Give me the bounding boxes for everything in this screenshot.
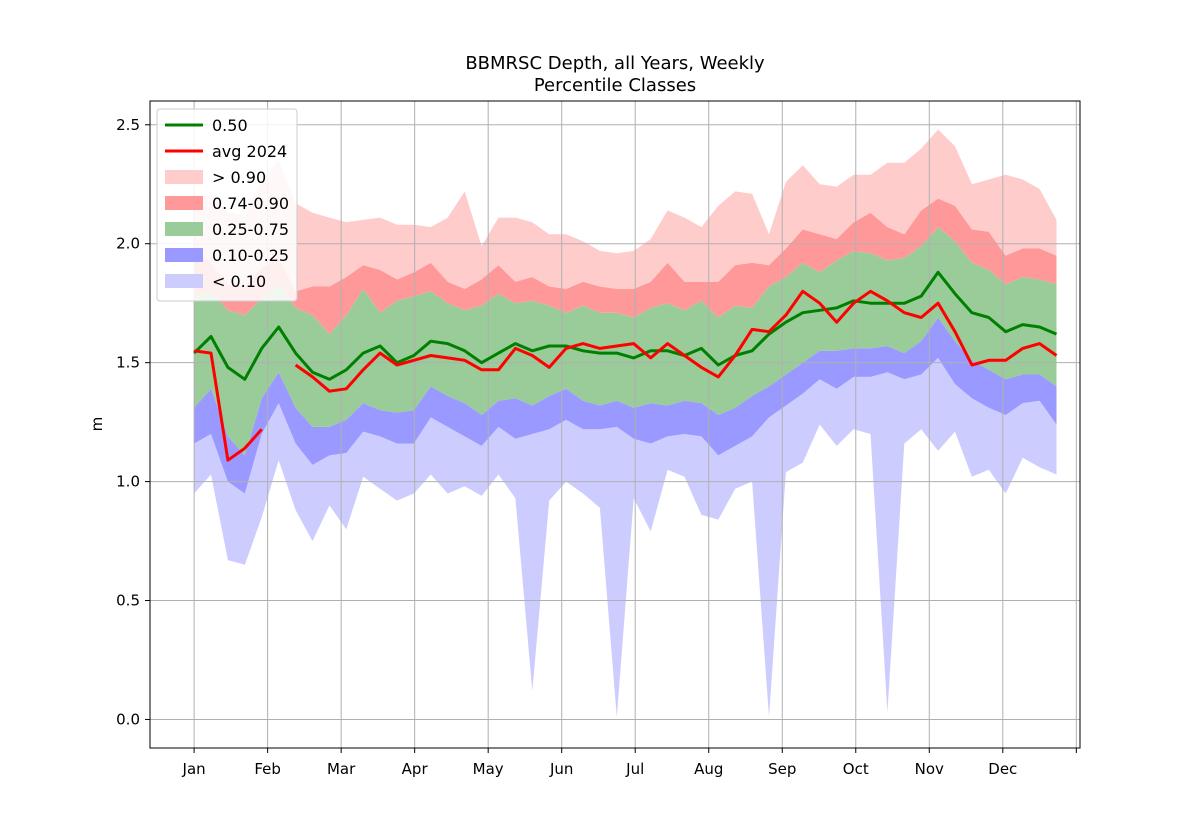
series-lines bbox=[193, 270, 1058, 462]
x-tick-label-2: Mar bbox=[327, 760, 356, 778]
legend-label-avg-2024: avg 2024 bbox=[212, 142, 287, 161]
y-tick-label-5: 2.5 bbox=[116, 116, 140, 134]
x-tick-label-4: May bbox=[473, 760, 504, 778]
legend-swatch-0-74-0-90 bbox=[165, 196, 203, 210]
x-tick-label-11: Dec bbox=[988, 760, 1017, 778]
legend: 0.50 avg 2024 > 0.90 0.74-0.90 0.25-0.75 0.10… bbox=[156, 108, 298, 302]
x-tick-label-0: Jan bbox=[182, 760, 206, 778]
x-tick-label-8: Sep bbox=[768, 760, 796, 778]
x-tick-label-9: Oct bbox=[843, 760, 869, 778]
band-0-25-0-75-2 bbox=[194, 227, 1057, 456]
x-tick-label-10: Nov bbox=[915, 760, 944, 778]
chart-title: BBMRSC Depth, all Years, Weekly bbox=[465, 53, 765, 74]
legend-label-0-74-0-90: 0.74-0.90 bbox=[212, 194, 289, 213]
band-0-90-4 bbox=[194, 129, 1057, 292]
legend-label-0-10-0-25: 0.10-0.25 bbox=[212, 246, 289, 265]
series-line-avg-2024 bbox=[193, 289, 1058, 462]
legend-label-0-90: > 0.90 bbox=[212, 168, 266, 187]
legend-label-0-10: < 0.10 bbox=[212, 272, 266, 291]
band-0-74-0-90-3 bbox=[194, 198, 1057, 335]
legend-label-0-25-0-75: 0.25-0.75 bbox=[212, 220, 289, 239]
legend-swatch-0-10 bbox=[165, 274, 203, 288]
legend-label-0-50: 0.50 bbox=[212, 116, 248, 135]
legend-swatch-0-90 bbox=[165, 170, 203, 184]
grid bbox=[150, 101, 1080, 748]
chart-subtitle: Percentile Classes bbox=[534, 75, 696, 96]
x-tick-label-7: Aug bbox=[694, 760, 723, 778]
y-tick-label-3: 1.5 bbox=[116, 354, 140, 372]
percentile-bands bbox=[194, 129, 1057, 718]
y-axis-ticks: 0.0 0.5 1.0 1.5 2.0 2.5 bbox=[116, 116, 150, 728]
band-0-10-0-25-1 bbox=[194, 317, 1057, 494]
y-tick-label-4: 2.0 bbox=[116, 235, 140, 253]
x-tick-label-1: Feb bbox=[254, 760, 281, 778]
x-tick-label-6: Jul bbox=[625, 760, 644, 778]
y-tick-label-2: 1.0 bbox=[116, 473, 140, 491]
legend-swatch-0-10-0-25 bbox=[165, 248, 203, 262]
y-tick-label-0: 0.0 bbox=[116, 710, 140, 728]
x-tick-label-3: Apr bbox=[402, 760, 429, 778]
y-axis-label: m bbox=[88, 417, 106, 432]
x-tick-label-5: Jun bbox=[549, 760, 573, 778]
band-0-10-0 bbox=[194, 357, 1057, 718]
y-tick-label-1: 0.5 bbox=[116, 592, 140, 610]
series-line-0-50 bbox=[193, 270, 1058, 381]
plot-frame bbox=[149, 100, 1081, 749]
x-axis-ticks: Jan Feb Mar Apr May Jun Jul Aug Sep Oct Nov Dec bbox=[182, 748, 1077, 778]
legend-swatch-0-25-0-75 bbox=[165, 222, 203, 236]
